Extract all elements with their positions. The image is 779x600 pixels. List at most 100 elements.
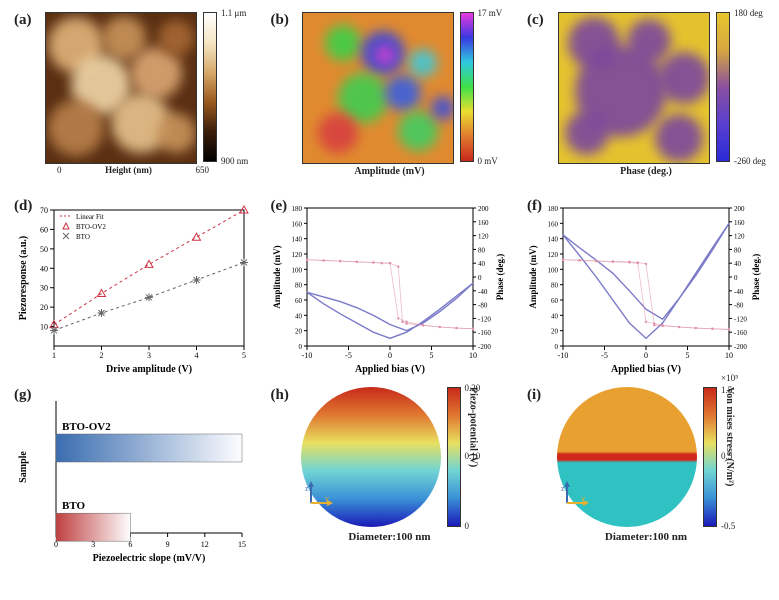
svg-text:-120: -120 <box>478 315 491 323</box>
svg-text:-40: -40 <box>478 288 488 296</box>
panel-i-diameter: Diameter:100 nm <box>605 531 687 543</box>
svg-text:Drive amplitude (V): Drive amplitude (V) <box>106 364 192 375</box>
svg-text:40: 40 <box>295 312 303 320</box>
svg-text:200: 200 <box>478 205 489 213</box>
svg-text:Phase (deg.): Phase (deg.) <box>751 254 761 301</box>
svg-text:Amplitude (mV): Amplitude (mV) <box>528 245 538 308</box>
panel-h-content: z y 0.20 0.10 0 Piezo-potential (V) <box>301 387 479 527</box>
svg-text:160: 160 <box>734 219 745 227</box>
svg-text:0: 0 <box>734 274 738 282</box>
panel-c: (c) 180 deg -260 deg Phase (deg.) <box>525 12 767 192</box>
svg-text:70: 70 <box>40 206 48 215</box>
svg-text:1: 1 <box>52 351 56 360</box>
panel-i: (i) z y <box>525 387 767 572</box>
svg-text:BTO-OV2: BTO-OV2 <box>62 421 111 433</box>
panel-h-cbar-top: 0.20 <box>465 383 481 393</box>
svg-text:Sample: Sample <box>18 451 29 483</box>
row-2: (d) 1234510203040506070Drive amplitude (… <box>12 198 767 383</box>
axis-y-label: y <box>581 494 585 503</box>
svg-text:180: 180 <box>548 205 559 213</box>
svg-text:100: 100 <box>548 266 559 274</box>
amplitude-map <box>302 12 454 164</box>
row-1: (a) 1.1 μm 900 nm 0 Height (nm) 650 (b) <box>12 12 767 192</box>
panel-b-map-box: 17 mV 0 mV <box>302 12 478 164</box>
svg-text:-10: -10 <box>558 351 569 360</box>
svg-text:-200: -200 <box>478 343 491 351</box>
figure-multipanel: (a) 1.1 μm 900 nm 0 Height (nm) 650 (b) <box>0 0 779 600</box>
panel-f-label: (f) <box>527 198 542 215</box>
svg-text:60: 60 <box>551 297 559 305</box>
svg-text:BTO-OV2: BTO-OV2 <box>76 223 106 231</box>
panel-b-cbar-bot: 0 mV <box>478 156 498 166</box>
svg-text:180: 180 <box>291 205 302 213</box>
panel-i-cbar-title: Von mises stress (N/m²) <box>724 387 735 486</box>
svg-text:0: 0 <box>388 351 392 360</box>
axis-y-label: y <box>325 494 329 503</box>
panel-b-cbar-top: 17 mV <box>478 8 503 18</box>
svg-text:5: 5 <box>686 351 690 360</box>
svg-text:-5: -5 <box>601 351 608 360</box>
svg-text:40: 40 <box>551 312 559 320</box>
panel-b-xlabel: Amplitude (mV) <box>354 166 424 177</box>
panel-a-xmin: 0 <box>57 165 62 175</box>
panel-b-colorbar: 17 mV 0 mV <box>460 12 478 162</box>
svg-text:60: 60 <box>40 225 48 234</box>
svg-text:Applied bias (V): Applied bias (V) <box>354 364 424 375</box>
svg-text:Applied bias (V): Applied bias (V) <box>611 364 681 375</box>
svg-text:80: 80 <box>734 246 742 254</box>
svg-text:12: 12 <box>201 540 209 549</box>
panel-a-colorbar: 1.1 μm 900 nm <box>203 12 221 162</box>
svg-text:BTO: BTO <box>62 500 85 512</box>
svg-text:80: 80 <box>551 282 559 290</box>
axis-z-label: z <box>561 484 565 493</box>
panel-c-colorbar: 180 deg -260 deg <box>716 12 734 162</box>
svg-text:4: 4 <box>195 351 199 360</box>
panel-c-cbar-top: 180 deg <box>734 8 763 18</box>
panel-h-diameter: Diameter:100 nm <box>348 531 430 543</box>
svg-text:-40: -40 <box>734 288 744 296</box>
panel-b-colorbar-bar <box>460 12 474 162</box>
svg-text:10: 10 <box>469 351 477 360</box>
svg-text:Amplitude (mV): Amplitude (mV) <box>272 245 282 308</box>
svg-text:10: 10 <box>725 351 733 360</box>
panel-c-label: (c) <box>527 12 544 29</box>
svg-text:20: 20 <box>551 328 559 336</box>
panel-h-cbar-mid: 0.10 <box>465 451 481 461</box>
panel-a-colorbar-bar <box>203 12 217 162</box>
panel-h-cbar-bot: 0 <box>465 521 470 531</box>
svg-text:Linear Fit: Linear Fit <box>76 213 104 221</box>
panel-d: (d) 1234510203040506070Drive amplitude (… <box>12 198 254 383</box>
svg-text:140: 140 <box>548 236 559 244</box>
svg-text:60: 60 <box>295 297 303 305</box>
svg-text:40: 40 <box>478 260 486 268</box>
svg-text:2: 2 <box>100 351 104 360</box>
panel-c-xlabel: Phase (deg.) <box>620 166 672 177</box>
svg-text:-80: -80 <box>478 302 488 310</box>
svg-text:140: 140 <box>291 236 302 244</box>
svg-text:40: 40 <box>734 260 742 268</box>
panel-c-map-box: 180 deg -260 deg <box>558 12 734 164</box>
panel-i-label: (i) <box>527 387 541 404</box>
panel-c-cbar-bot: -260 deg <box>734 156 766 166</box>
panel-i-cbar-top: 1.5 <box>721 385 732 395</box>
panel-h-colorbar <box>447 387 461 527</box>
svg-text:120: 120 <box>291 251 302 259</box>
svg-text:-160: -160 <box>478 329 491 337</box>
svg-text:-160: -160 <box>734 329 747 337</box>
svg-text:Piezoelectric slope (mV/V): Piezoelectric slope (mV/V) <box>93 553 206 564</box>
svg-text:160: 160 <box>291 220 302 228</box>
panel-i-cbar-bot: -0.5 <box>721 521 735 531</box>
svg-text:120: 120 <box>548 251 559 259</box>
panel-h: (h) z y <box>269 387 511 572</box>
panel-a-cbar-bot: 900 nm <box>221 156 248 166</box>
svg-text:-80: -80 <box>734 302 744 310</box>
svg-text:80: 80 <box>295 282 303 290</box>
svg-text:120: 120 <box>734 233 745 241</box>
height-map <box>45 12 197 164</box>
panel-g: (g) 03691215Piezoelectric slope (mV/V)Sa… <box>12 387 254 572</box>
svg-text:50: 50 <box>40 245 48 254</box>
svg-text:160: 160 <box>478 219 489 227</box>
panel-g-label: (g) <box>14 387 32 404</box>
axis-z-label: z <box>305 484 309 493</box>
panel-f-plot: -10-50510020406080100120140160180-200-16… <box>525 198 767 378</box>
